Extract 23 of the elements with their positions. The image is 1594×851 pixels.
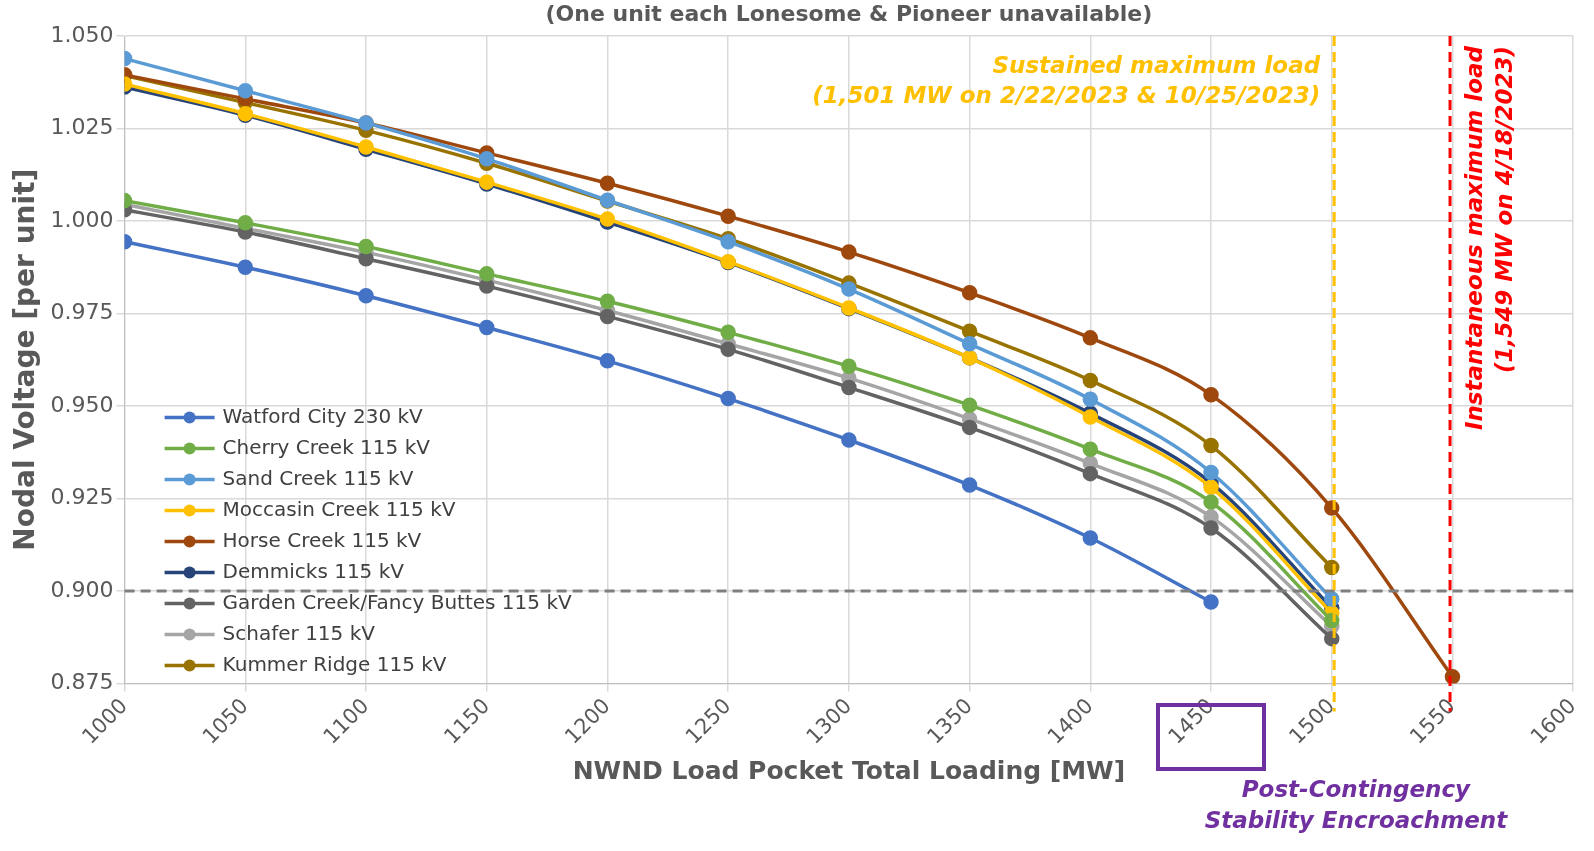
legend-label: Demmicks 115 kV	[222, 558, 405, 583]
y-tick-label: 0.975	[50, 299, 114, 325]
y-tick-label: 0.900	[50, 576, 114, 602]
legend-label: Kummer Ridge 115 kV	[222, 651, 447, 676]
legend-label: Sand Creek 115 kV	[222, 465, 414, 490]
y-tick-label: 0.950	[50, 391, 114, 417]
y-tick-label: 1.000	[50, 206, 114, 232]
y-tick-label: 1.050	[50, 21, 114, 47]
y-tick-label: 0.875	[50, 669, 114, 695]
ref-line-label: Instantaneous maximum load (1,549 MW on 4/18/2023)	[1460, 45, 1517, 431]
x-axis-title: NWND Load Pocket Total Loading [MW]	[572, 755, 1126, 785]
text: Post-Contingency Stability Encroachment	[1204, 776, 1509, 834]
y-axis-title: Nodal Voltage [per unit]	[8, 168, 42, 551]
y-tick-label: 1.025	[50, 114, 114, 140]
ref-line-label: Sustained maximum load (1,501 MW on 2/22/2023 & 10/25/2023)	[812, 52, 1321, 109]
y-tick-label: 0.925	[50, 484, 114, 510]
legend-label: Horse Creek 115 kV	[222, 527, 422, 552]
legend-label: Cherry Creek 115 kV	[222, 434, 431, 459]
legend-label: Moccasin Creek 115 kV	[222, 496, 456, 521]
legend-label: Schafer 115 kV	[222, 620, 376, 645]
legend-label: Watford City 230 kV	[222, 403, 424, 428]
chart-title: (One unit each Lonesome & Pioneer unavailable)	[545, 0, 1153, 26]
legend-label: Garden Creek/Fancy Buttes 115 kV	[222, 589, 572, 614]
